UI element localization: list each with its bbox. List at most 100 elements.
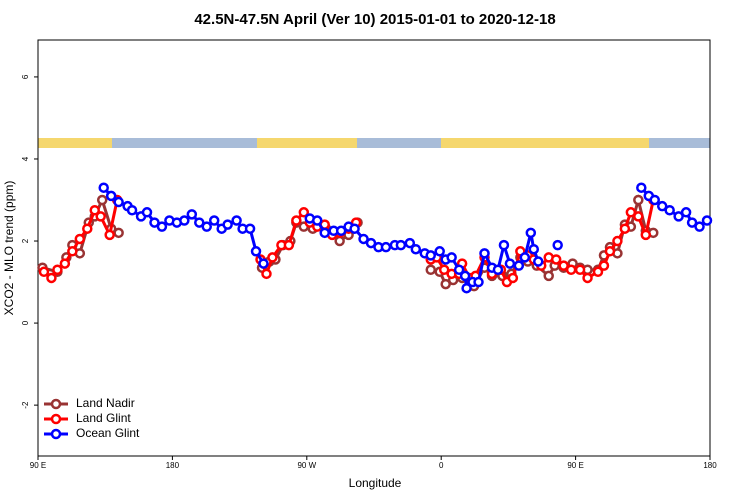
x-axis-label: Longitude [349,476,402,490]
x-tick-label: 90 E [30,461,46,470]
data-point [208,215,220,226]
data-point [574,264,586,275]
chart-title: 42.5N-47.5N April (Ver 10) 2015-01-01 to… [194,11,555,28]
y-tick-label: 0 [21,320,30,325]
data-point [67,246,78,257]
data-point [459,270,471,282]
data-point [680,207,692,218]
x-tick-label: 180 [703,461,717,470]
data-point [640,229,652,241]
data-point [446,252,457,263]
data-point [267,252,278,263]
data-point [543,270,554,282]
data-point [479,248,490,259]
data-point [258,258,269,269]
data-point [498,239,510,251]
data-point [533,256,544,267]
data-point [701,215,713,226]
data-point [504,258,516,269]
data-point [365,237,377,249]
legend-label: Ocean Glint [76,426,140,440]
data-point [113,196,124,208]
ocean-band [112,138,257,148]
data-point [59,258,71,269]
data-point [673,211,684,222]
data-point [334,235,345,247]
data-point [96,194,108,206]
data-point [664,205,675,216]
x-tick-label: 90 E [567,461,583,470]
data-point [222,219,233,230]
data-point [335,225,347,237]
data-point [89,205,100,216]
legend-marker [50,398,62,410]
land-band [257,138,357,148]
data-point [319,227,330,239]
y-axis-label: XCO2 - MLO trend (ppm) [2,181,16,316]
data-point [186,209,198,220]
data-point [649,194,660,206]
data-point [104,229,115,241]
data-point [149,217,160,228]
data-point [519,252,531,263]
data-point [453,264,465,275]
y-tick-label: 4 [21,156,30,161]
x-tick-label: 180 [166,461,180,470]
data-point [425,250,436,261]
data-point [74,233,86,245]
data-point [507,272,519,284]
data-point [434,246,445,257]
data-point [528,243,540,255]
data-point [52,264,63,275]
data-point [404,237,416,249]
data-point [625,207,637,218]
data-point [425,264,436,275]
ocean-band [357,138,441,148]
data-point [349,223,360,234]
data-point [636,182,647,193]
data-point [619,223,631,234]
x-tick-label: 0 [439,461,444,470]
data-point [98,182,109,193]
data-point [395,239,407,251]
data-point [598,260,610,271]
data-point [592,266,604,278]
data-point [461,282,472,294]
data-point [492,264,504,275]
data-point [612,235,623,247]
ocean-band [649,138,710,148]
data-point [141,207,153,218]
y-tick-label: -2 [21,401,30,409]
x-tick-label: 90 W [297,461,316,470]
data-point [113,227,124,239]
data-point [513,260,525,271]
data-point [380,241,392,253]
data-point [582,272,593,284]
data-point [525,227,537,239]
data-point [312,215,323,226]
plot-frame [37,39,711,457]
data-point [46,272,57,284]
data-point [656,200,668,212]
data-point [194,217,205,228]
data-point [126,205,138,216]
data-point [558,260,569,271]
data-point [565,264,577,275]
data-point [231,215,242,226]
legend-label: Land Nadir [76,396,135,410]
data-point [250,246,262,257]
data-point [38,266,50,278]
data-point [244,223,256,234]
data-point [440,278,451,290]
legend-marker [50,413,62,425]
data-point [694,221,705,232]
land-band [441,138,649,148]
land-band [38,138,112,148]
data-point [358,233,369,245]
y-tick-label: 2 [21,238,30,243]
data-point [438,264,450,275]
data-point [95,211,106,222]
data-point [473,276,484,288]
data-point [283,239,295,251]
